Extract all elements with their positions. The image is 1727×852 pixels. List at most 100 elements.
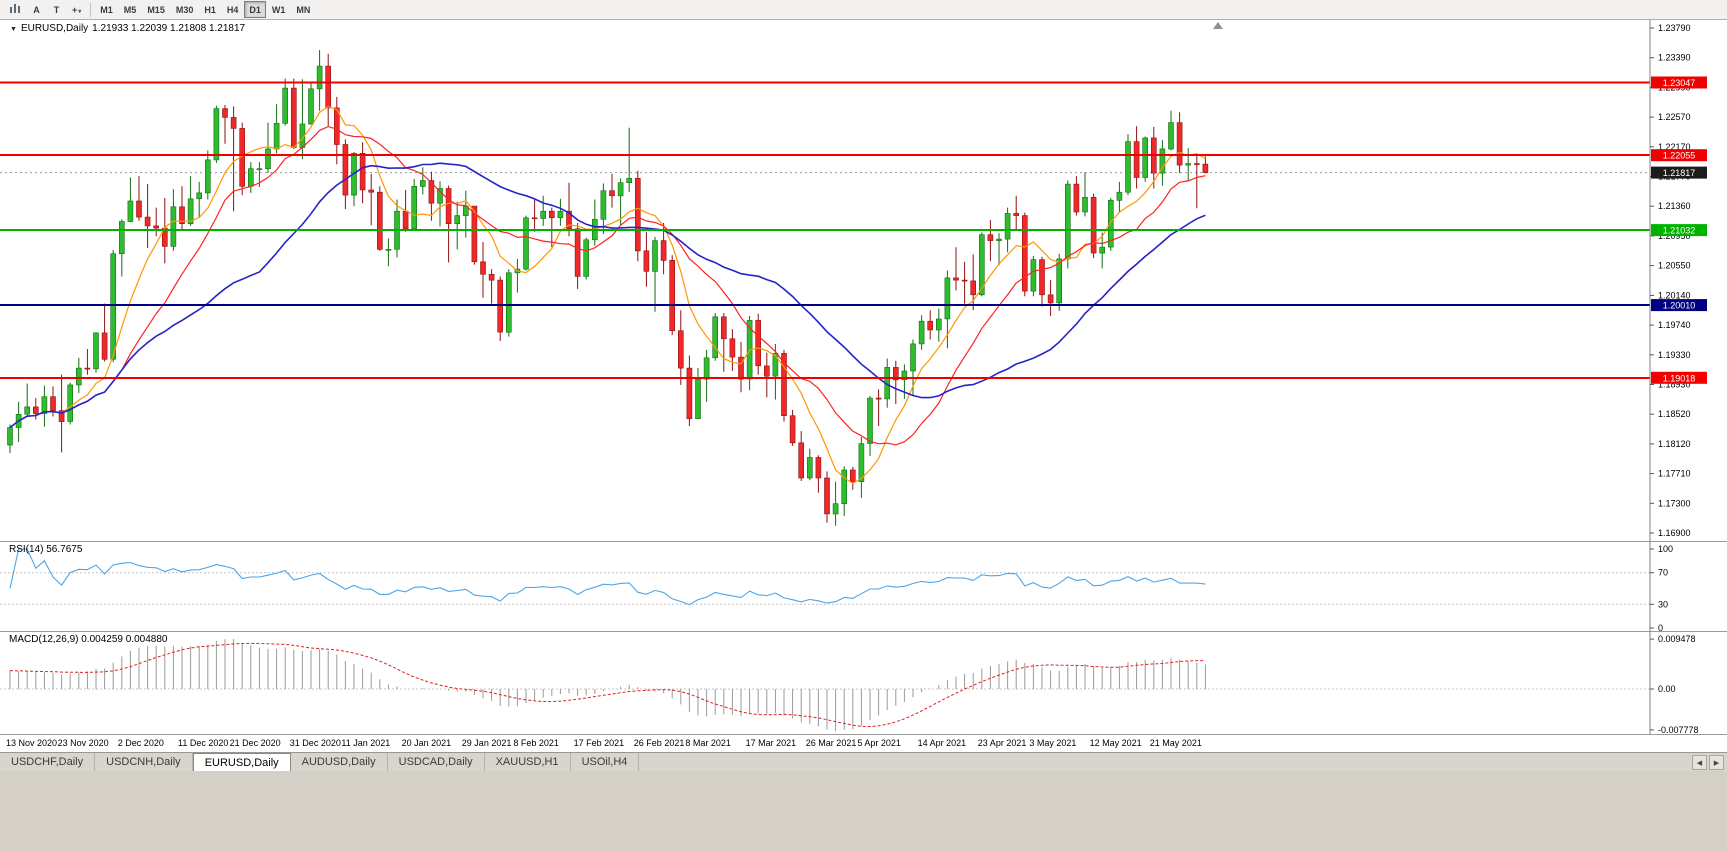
price-chart-canvas[interactable]: 1.237901.233901.229901.225701.221701.217… xyxy=(0,20,1727,541)
chart-tab-usoil[interactable]: USOil,H4 xyxy=(571,753,640,771)
candle-body xyxy=(222,108,228,118)
candle-body xyxy=(325,65,332,109)
price-level-badge-label: 1.21032 xyxy=(1663,226,1696,236)
date-axis-label: 17 Feb 2021 xyxy=(573,738,625,748)
candle-body xyxy=(772,353,779,377)
candle-body xyxy=(953,277,959,281)
rsi-axis-label: 30 xyxy=(1658,599,1668,609)
price-level-badge xyxy=(1651,224,1707,237)
candle-body xyxy=(41,396,48,414)
date-axis-label: 26 Mar 2021 xyxy=(805,738,857,748)
price-axis-label: 1.21360 xyxy=(1658,201,1691,211)
price-level-badge xyxy=(1651,76,1707,89)
candle-body xyxy=(695,378,701,420)
rsi-line xyxy=(9,548,1206,606)
candle-body xyxy=(505,272,512,333)
macd-axis-label: -0.007778 xyxy=(1658,725,1699,734)
price-axis-label: 1.17300 xyxy=(1658,498,1691,508)
text-cursor-button[interactable]: T xyxy=(53,5,60,15)
candle-body xyxy=(686,367,693,420)
date-axis-label: 11 Dec 2020 xyxy=(178,738,229,748)
candle-body xyxy=(1133,141,1140,178)
candle-body xyxy=(600,190,607,220)
macd-axis-label: 0.00 xyxy=(1658,684,1676,694)
candle-body xyxy=(892,367,899,381)
candle-body xyxy=(1030,259,1037,292)
candle-body xyxy=(213,108,220,161)
candle-body xyxy=(798,442,805,479)
candle-body xyxy=(806,457,813,479)
chart-tab-usdcad[interactable]: USDCAD,Daily xyxy=(388,753,485,771)
chart-tab-xauusd[interactable]: XAUUSD,H1 xyxy=(485,753,571,771)
chart-tab-usdcnh[interactable]: USDCNH,Daily xyxy=(95,753,193,771)
candle-body xyxy=(566,210,572,230)
candle-body xyxy=(67,384,73,422)
candle-body xyxy=(411,186,418,230)
candle-body xyxy=(763,365,770,377)
price-level-badge xyxy=(1651,371,1707,384)
chart-symbol-label: EURUSD,Daily xyxy=(20,23,89,34)
candle-body xyxy=(153,225,159,229)
candle-body xyxy=(574,228,581,277)
tab-scroll-left-icon[interactable]: ◀ xyxy=(1692,755,1707,770)
price-axis-label: 1.23790 xyxy=(1658,23,1691,33)
candle-body xyxy=(1116,191,1123,201)
candle-body xyxy=(196,192,202,200)
candle-body xyxy=(205,159,211,194)
candle-body xyxy=(781,353,787,416)
candle-body xyxy=(703,357,710,380)
timeframe-button-m5[interactable]: M5 xyxy=(123,5,137,15)
timeframe-button-m1[interactable]: M1 xyxy=(100,5,113,15)
candle-body xyxy=(634,178,641,252)
timeframe-button-m30[interactable]: M30 xyxy=(175,5,194,15)
price-axis-label: 1.20550 xyxy=(1658,261,1691,271)
price-axis-label: 1.19330 xyxy=(1658,350,1691,360)
timeframe-button-mn[interactable]: MN xyxy=(296,5,311,15)
timeframe-button-m15[interactable]: M15 xyxy=(147,5,165,15)
collapse-triangle-icon[interactable]: ▼ xyxy=(10,26,17,33)
date-axis-label: 17 Mar 2021 xyxy=(745,738,797,748)
price-level-badge xyxy=(1651,149,1707,162)
candle-body xyxy=(935,318,942,331)
macd-indicator-canvas[interactable]: 0.009478 0.00 -0.007778 xyxy=(0,631,1727,734)
chart-tabbar: USDCHF,Daily USDCNH,Daily EURUSD,Daily AUDU… xyxy=(0,752,1727,771)
text-label-button[interactable]: A xyxy=(33,5,40,15)
candle-body xyxy=(1056,258,1062,304)
chart-tab-audusd[interactable]: AUDUSD,Daily xyxy=(291,753,388,771)
crosshair-button[interactable]: +▾ xyxy=(67,1,86,18)
date-axis-label: 14 Apr 2021 xyxy=(917,738,967,748)
candle-body xyxy=(910,343,916,372)
timeframe-button-w1[interactable]: W1 xyxy=(271,5,286,15)
candle-body xyxy=(712,316,719,359)
rsi-indicator-canvas[interactable]: 100 70 30 0 xyxy=(0,541,1727,631)
candle-body xyxy=(50,396,56,411)
date-axis-label: 8 Feb 2021 xyxy=(513,738,559,748)
chart-tab-usdchf[interactable]: USDCHF,Daily xyxy=(0,753,96,771)
dropdown-caret-icon: ▾ xyxy=(78,9,82,15)
date-axis-label: 13 Nov 2020 xyxy=(6,738,58,748)
candle-body xyxy=(76,367,82,386)
charts-icon[interactable] xyxy=(4,1,26,18)
timeframe-button-h4[interactable]: H4 xyxy=(226,5,239,15)
timeframe-button-h1[interactable]: H1 xyxy=(204,5,216,15)
rsi-axis-label: 100 xyxy=(1658,544,1673,554)
candle-body xyxy=(136,200,142,218)
date-axis-label: 8 Mar 2021 xyxy=(685,738,731,748)
ma-slow-line xyxy=(9,162,1206,429)
candle-body xyxy=(333,107,340,145)
macd-indicator-label: MACD(12,26,9) 0.004259 0.004880 xyxy=(9,634,168,645)
candle-body xyxy=(720,316,727,340)
tab-scroll-right-icon[interactable]: ▶ xyxy=(1709,755,1724,770)
chart-title: ▼ EURUSD,Daily 1.21933 1.22039 1.21808 1.2… xyxy=(10,23,249,34)
candle-body xyxy=(1159,148,1166,174)
price-axis-label: 1.22170 xyxy=(1658,142,1691,152)
date-axis-label: 21 May 2021 xyxy=(1149,738,1202,748)
timeframe-toolbar: M1 M5 M15 M30 H1 H4 D1 W1 MN xyxy=(95,1,315,18)
candle-body xyxy=(84,367,91,370)
candle-body xyxy=(824,477,830,515)
chart-tab-eurusd[interactable]: EURUSD,Daily xyxy=(192,753,291,771)
date-axis-label: 11 Jan 2021 xyxy=(341,738,391,748)
timeframe-button-d1[interactable]: D1 xyxy=(244,1,266,18)
candle-body xyxy=(987,234,994,241)
candle-body xyxy=(1142,137,1148,178)
